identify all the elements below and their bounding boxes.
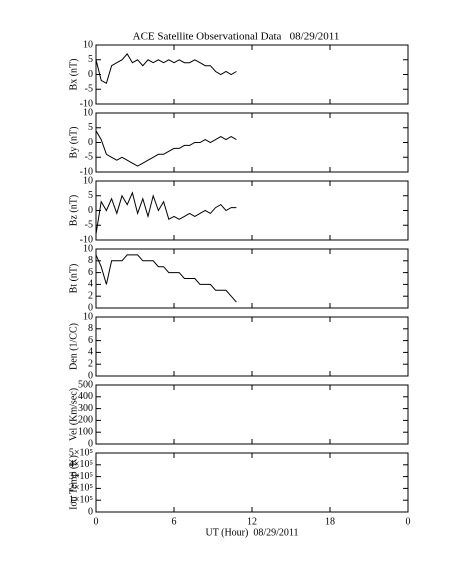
y-tick-label: 4 bbox=[88, 347, 93, 358]
y-tick-label: 5 bbox=[88, 54, 93, 65]
panel-frame bbox=[95, 44, 409, 105]
y-tick-label: 0 bbox=[88, 205, 93, 216]
y-tick-label: 6 bbox=[88, 267, 93, 278]
data-line bbox=[95, 53, 237, 85]
y-axis-label: Vel (Km/sec) bbox=[68, 388, 79, 441]
panel-frame bbox=[95, 452, 409, 513]
y-tick-label: -10 bbox=[80, 98, 93, 109]
y-axis-label: Den (1/CC) bbox=[68, 323, 79, 370]
panel-frame bbox=[95, 180, 409, 241]
panel-frame bbox=[95, 316, 409, 377]
y-axis-label: Bt (nT) bbox=[68, 264, 79, 294]
y-axis-label: Ion Temp (K) bbox=[68, 455, 79, 510]
panel-frame bbox=[95, 248, 409, 309]
y-tick-label: 0 bbox=[88, 438, 93, 449]
y-tick-label: 2×10⁵ bbox=[69, 483, 93, 494]
y-tick-label: 10 bbox=[83, 243, 93, 254]
y-tick-label: -10 bbox=[80, 166, 93, 177]
y-tick-label: -10 bbox=[80, 234, 93, 245]
y-tick-label: 300 bbox=[78, 403, 93, 414]
data-line bbox=[95, 191, 237, 235]
x-tick-label: 0 bbox=[94, 516, 99, 527]
y-tick-label: 5 bbox=[88, 122, 93, 133]
y-tick-label: 8 bbox=[88, 255, 93, 266]
y-tick-label: 200 bbox=[78, 415, 93, 426]
x-tick-label: 6 bbox=[172, 516, 177, 527]
y-tick-label: 0 bbox=[88, 302, 93, 313]
y-axis-label: By (nT) bbox=[68, 127, 79, 159]
x-axis-label: UT (Hour) 08/29/2011 bbox=[205, 527, 298, 538]
y-tick-label: 3×10⁵ bbox=[69, 471, 93, 482]
y-tick-label: 4×10⁵ bbox=[69, 459, 93, 470]
y-tick-label: 6 bbox=[88, 335, 93, 346]
y-tick-label: 4 bbox=[88, 279, 93, 290]
y-tick-label: 0 bbox=[88, 137, 93, 148]
y-tick-label: 100 bbox=[78, 426, 93, 437]
y-axis-label: Bx (nT) bbox=[68, 59, 79, 91]
y-tick-label: 500 bbox=[78, 379, 93, 390]
y-tick-label: 5×10⁵ bbox=[69, 447, 93, 458]
x-tick-label: 12 bbox=[247, 516, 257, 527]
y-tick-label: 2 bbox=[88, 358, 93, 369]
data-line bbox=[95, 130, 237, 167]
y-tick-label: -5 bbox=[85, 152, 93, 163]
y-tick-label: 10 bbox=[83, 311, 93, 322]
y-tick-label: 400 bbox=[78, 391, 93, 402]
data-line bbox=[95, 254, 237, 303]
panel-frame bbox=[95, 384, 409, 445]
y-tick-label: 10 bbox=[83, 175, 93, 186]
y-tick-label: 2 bbox=[88, 290, 93, 301]
y-tick-label: 8 bbox=[88, 323, 93, 334]
x-tick-label: 0 bbox=[406, 516, 411, 527]
y-tick-label: 1×10⁵ bbox=[69, 494, 93, 505]
y-tick-label: 10 bbox=[83, 39, 93, 50]
y-tick-label: 10 bbox=[83, 107, 93, 118]
y-tick-label: -5 bbox=[85, 220, 93, 231]
y-tick-label: 5 bbox=[88, 190, 93, 201]
chart-title: ACE Satellite Observational Data 08/29/2… bbox=[133, 31, 340, 43]
y-tick-label: 0 bbox=[88, 69, 93, 80]
y-axis-label: Bz (nT) bbox=[68, 195, 79, 226]
y-tick-label: 0 bbox=[88, 370, 93, 381]
x-tick-label: 18 bbox=[325, 516, 335, 527]
y-tick-label: 0 bbox=[88, 506, 93, 517]
y-tick-label: -5 bbox=[85, 84, 93, 95]
